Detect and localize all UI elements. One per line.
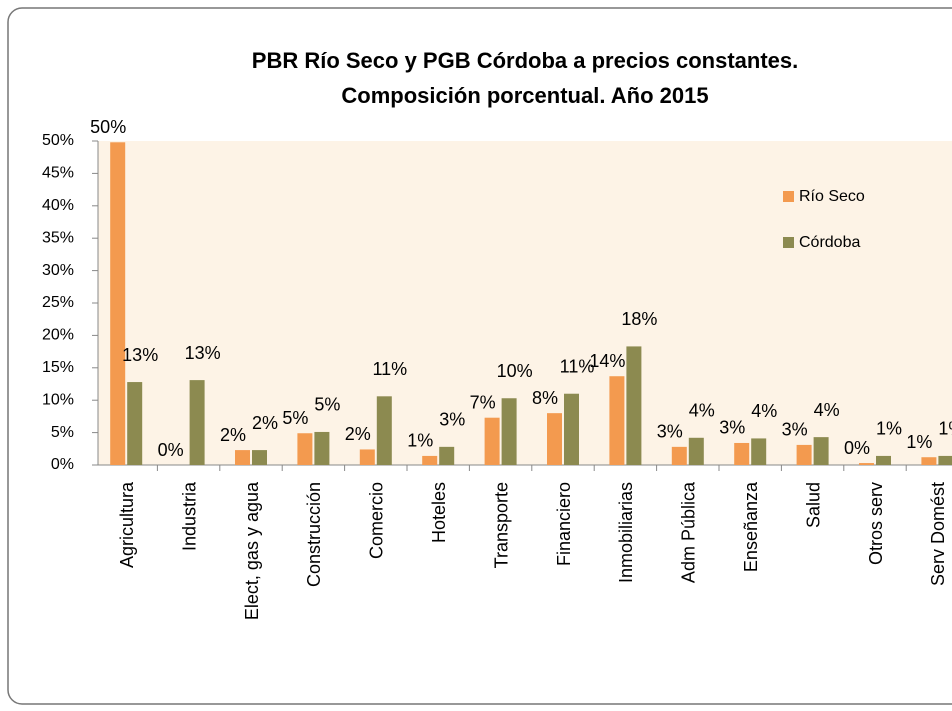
x-tick-label: Enseñanza bbox=[741, 481, 761, 572]
chart-title: PBR Río Seco y PGB Córdoba a precios con… bbox=[252, 48, 798, 73]
bar bbox=[688, 437, 704, 465]
data-label: 3% bbox=[439, 410, 465, 430]
x-tick-label: Hoteles bbox=[429, 482, 449, 543]
bar bbox=[734, 442, 750, 465]
bar bbox=[751, 438, 767, 465]
bar bbox=[813, 437, 829, 465]
bar bbox=[314, 431, 330, 465]
x-tick-label: Construcción bbox=[304, 482, 324, 587]
data-label: 2% bbox=[252, 413, 278, 433]
bar bbox=[127, 382, 143, 465]
y-tick-label: 50% bbox=[42, 132, 74, 149]
bar bbox=[609, 376, 625, 465]
data-label: 14% bbox=[589, 351, 625, 371]
bar bbox=[876, 455, 891, 465]
data-label: 13% bbox=[185, 343, 221, 363]
bar bbox=[921, 457, 937, 465]
data-label: 4% bbox=[689, 401, 715, 421]
bar bbox=[422, 455, 438, 465]
bar bbox=[671, 446, 687, 465]
x-tick-label: Agricultura bbox=[117, 481, 137, 568]
bar bbox=[376, 396, 392, 465]
legend-label: Córdoba bbox=[799, 234, 860, 251]
bar bbox=[297, 433, 313, 465]
x-tick-label: Otros serv bbox=[866, 482, 886, 565]
x-tick-label: Financiero bbox=[554, 482, 574, 566]
data-label: 11% bbox=[372, 359, 407, 379]
y-tick-label: 25% bbox=[42, 294, 74, 311]
bar bbox=[484, 417, 500, 465]
data-label: 5% bbox=[282, 408, 308, 428]
y-tick-label: 5% bbox=[51, 424, 74, 441]
bar bbox=[859, 463, 874, 465]
data-label: 18% bbox=[621, 309, 657, 329]
chart-title: Composición porcentual. Año 2015 bbox=[341, 83, 708, 108]
data-label: 50% bbox=[90, 117, 126, 137]
y-tick-label: 0% bbox=[51, 456, 74, 473]
bar bbox=[564, 393, 579, 465]
y-tick-label: 10% bbox=[42, 391, 74, 408]
data-label: 1% bbox=[938, 419, 952, 439]
legend-swatch bbox=[783, 237, 794, 248]
data-label: 0% bbox=[844, 438, 870, 458]
data-label: 0% bbox=[158, 440, 184, 460]
y-tick-label: 45% bbox=[42, 165, 74, 182]
data-label: 4% bbox=[814, 400, 840, 420]
bar bbox=[938, 455, 952, 465]
bar bbox=[359, 449, 375, 465]
data-label: 3% bbox=[719, 418, 745, 438]
legend-swatch bbox=[783, 191, 794, 202]
data-label: 3% bbox=[782, 420, 808, 440]
y-tick-label: 40% bbox=[42, 197, 74, 214]
x-tick-label: Salud bbox=[803, 482, 823, 528]
data-label: 5% bbox=[314, 395, 340, 415]
y-tick-label: 20% bbox=[42, 327, 74, 344]
x-tick-label: Industria bbox=[179, 481, 199, 551]
x-tick-label: Elect, gas y agua bbox=[242, 481, 262, 620]
bar bbox=[547, 413, 562, 465]
x-tick-label: Transporte bbox=[491, 482, 511, 568]
data-label: 2% bbox=[345, 424, 371, 444]
bar bbox=[501, 398, 517, 465]
data-label: 11% bbox=[560, 356, 595, 376]
x-tick-label: Serv Domést bbox=[928, 482, 948, 586]
y-tick-label: 30% bbox=[42, 262, 74, 279]
data-label: 1% bbox=[876, 419, 902, 439]
data-label: 1% bbox=[407, 431, 433, 451]
bar bbox=[252, 450, 267, 465]
bar bbox=[439, 446, 455, 465]
x-tick-label: Inmobiliarias bbox=[616, 482, 636, 583]
y-tick-label: 35% bbox=[42, 229, 74, 246]
data-label: 2% bbox=[220, 425, 246, 445]
bar bbox=[189, 380, 205, 465]
data-label: 10% bbox=[497, 361, 533, 381]
plot-area bbox=[98, 141, 952, 465]
x-tick-label: Adm Pública bbox=[679, 481, 699, 583]
data-label: 4% bbox=[751, 401, 777, 421]
bar bbox=[235, 450, 250, 465]
legend-label: Río Seco bbox=[799, 188, 865, 205]
bar bbox=[796, 444, 812, 465]
bar bbox=[110, 142, 126, 465]
data-label: 7% bbox=[470, 392, 496, 412]
data-label: 3% bbox=[657, 422, 683, 442]
y-tick-label: 15% bbox=[42, 359, 74, 376]
bar bbox=[626, 346, 642, 465]
data-label: 1% bbox=[906, 432, 932, 452]
x-tick-label: Comercio bbox=[367, 482, 387, 559]
data-label: 8% bbox=[532, 388, 558, 408]
data-label: 13% bbox=[122, 345, 158, 365]
